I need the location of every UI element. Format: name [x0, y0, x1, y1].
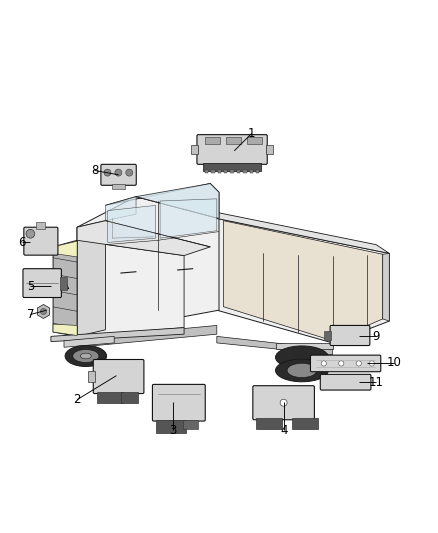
Polygon shape — [51, 328, 184, 342]
Polygon shape — [160, 199, 217, 238]
Text: 10: 10 — [386, 356, 401, 369]
Text: 4: 4 — [281, 424, 288, 437]
Polygon shape — [217, 336, 332, 354]
Polygon shape — [64, 336, 114, 348]
Polygon shape — [106, 183, 219, 219]
Bar — [256, 418, 282, 430]
Bar — [218, 170, 221, 173]
Text: 6: 6 — [18, 236, 25, 249]
Bar — [203, 163, 261, 171]
Text: 7: 7 — [27, 308, 34, 321]
FancyBboxPatch shape — [197, 135, 267, 164]
Bar — [205, 170, 208, 173]
Polygon shape — [276, 343, 332, 350]
Bar — [226, 137, 241, 144]
Polygon shape — [77, 221, 210, 256]
Text: 3: 3 — [170, 424, 177, 437]
Polygon shape — [223, 221, 383, 341]
Polygon shape — [204, 210, 389, 253]
Circle shape — [369, 361, 374, 366]
Bar — [36, 222, 45, 229]
FancyBboxPatch shape — [320, 374, 371, 390]
Bar — [156, 420, 187, 433]
Bar — [60, 277, 67, 289]
Text: 5: 5 — [27, 280, 34, 293]
FancyBboxPatch shape — [311, 355, 381, 372]
Circle shape — [40, 309, 46, 314]
Text: 9: 9 — [372, 330, 380, 343]
Bar — [205, 137, 220, 144]
Bar — [230, 170, 234, 173]
Polygon shape — [136, 183, 219, 219]
Bar — [247, 137, 262, 144]
Ellipse shape — [81, 353, 91, 359]
Circle shape — [339, 361, 344, 366]
Bar — [192, 146, 198, 153]
Ellipse shape — [73, 350, 99, 362]
Polygon shape — [77, 326, 217, 348]
Bar — [243, 170, 247, 173]
FancyBboxPatch shape — [101, 164, 136, 185]
Circle shape — [356, 361, 361, 366]
Polygon shape — [217, 219, 389, 343]
Bar — [183, 420, 198, 430]
FancyBboxPatch shape — [330, 326, 370, 345]
Polygon shape — [53, 240, 77, 336]
Text: 8: 8 — [91, 164, 98, 177]
Bar — [112, 183, 125, 189]
Polygon shape — [108, 205, 155, 243]
Polygon shape — [77, 221, 106, 336]
Circle shape — [126, 169, 133, 176]
Bar — [292, 418, 318, 430]
Circle shape — [115, 169, 122, 176]
Ellipse shape — [65, 345, 106, 367]
FancyBboxPatch shape — [23, 269, 61, 297]
Polygon shape — [53, 324, 77, 335]
FancyBboxPatch shape — [152, 384, 205, 421]
Bar — [324, 331, 332, 340]
Text: 11: 11 — [369, 376, 384, 389]
Ellipse shape — [276, 359, 328, 382]
Bar — [250, 170, 253, 173]
Ellipse shape — [287, 363, 317, 377]
Bar — [224, 170, 227, 173]
Circle shape — [26, 229, 35, 238]
FancyBboxPatch shape — [93, 359, 144, 393]
FancyBboxPatch shape — [253, 386, 314, 420]
Polygon shape — [77, 197, 219, 336]
Bar — [266, 146, 272, 153]
Bar — [121, 392, 138, 403]
Bar — [97, 392, 123, 403]
Circle shape — [104, 169, 111, 176]
Polygon shape — [383, 253, 389, 321]
Text: 2: 2 — [73, 393, 81, 406]
Bar — [211, 170, 215, 173]
FancyBboxPatch shape — [24, 227, 58, 255]
Bar — [237, 170, 240, 173]
Bar — [88, 372, 95, 382]
Bar — [256, 170, 259, 173]
Circle shape — [280, 399, 287, 406]
Ellipse shape — [276, 346, 328, 369]
Text: 1: 1 — [248, 127, 255, 140]
Bar — [191, 145, 198, 154]
Polygon shape — [106, 197, 136, 221]
Circle shape — [321, 361, 326, 366]
Bar — [266, 145, 273, 154]
Polygon shape — [53, 241, 77, 257]
Polygon shape — [77, 240, 184, 336]
